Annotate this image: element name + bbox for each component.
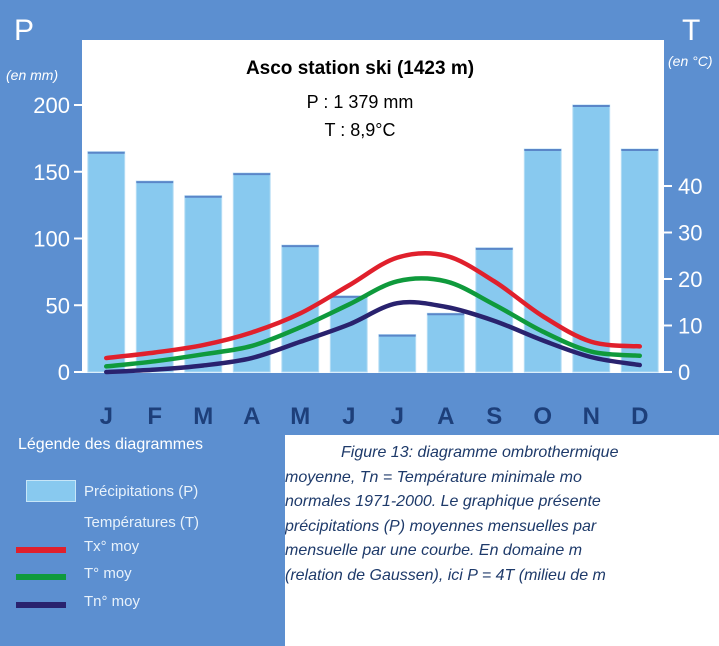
precipitation-bar <box>378 334 417 373</box>
temperature-lines <box>104 251 642 375</box>
precipitation-bar <box>232 172 271 373</box>
left-axis-label: P <box>14 14 34 47</box>
temperature-line-tx-moy <box>104 251 642 361</box>
caption-line: mensuelle par une courbe. En domaine m <box>285 542 583 559</box>
left-axis-unit: (en mm) <box>6 67 58 83</box>
legend-heading: Légende des diagrammes <box>18 436 204 453</box>
legend-tx-label: Tx° moy <box>84 538 140 555</box>
right-tick-label: 20 <box>678 267 702 292</box>
month-label: M <box>193 403 213 430</box>
month-label: O <box>533 403 552 430</box>
month-label: D <box>631 403 648 430</box>
month-label: N <box>583 403 600 430</box>
precipitation-bar <box>620 148 659 373</box>
legend-temps-heading: Températures (T) <box>84 514 200 531</box>
left-tick-label: 100 <box>33 227 70 252</box>
caption-line: moyenne, Tn = Température minimale mo <box>285 468 582 486</box>
right-axis-unit: (en °C) <box>668 53 713 69</box>
caption-line: Figure 13: diagramme ombrothermique <box>341 444 619 461</box>
month-label: J <box>100 403 113 430</box>
precipitation-bar <box>329 295 368 373</box>
month-label: J <box>391 403 404 430</box>
left-tick-label: 150 <box>33 160 70 185</box>
month-label: M <box>290 403 310 430</box>
chart-subtitle-temp: T : 8,9°C <box>325 120 396 140</box>
legend: Légende des diagrammes Précipitations (P… <box>0 428 285 646</box>
right-tick-label: 0 <box>678 360 690 385</box>
plot-area <box>82 40 664 372</box>
chart-subtitle-precip: P : 1 379 mm <box>307 92 414 112</box>
month-label: A <box>243 403 260 430</box>
chart-title: Asco station ski (1423 m) <box>246 58 474 79</box>
month-label: A <box>437 403 454 430</box>
right-axis-label: T <box>682 14 700 47</box>
precipitation-bar <box>135 180 174 373</box>
precipitation-bar <box>426 312 465 373</box>
legend-tn-label: Tn° moy <box>84 593 141 610</box>
caption-line: normales 1971-2000. Le graphique présent… <box>285 493 601 510</box>
legend-t-swatch <box>16 574 66 580</box>
left-tick-label: 0 <box>58 360 70 385</box>
caption-line: (relation de Gaussen), ici P = 4T (milie… <box>285 566 606 584</box>
legend-precip-label: Précipitations (P) <box>84 483 199 500</box>
temperature-line-t-moy <box>104 276 642 369</box>
left-tick-label: 200 <box>33 93 70 118</box>
left-axis-ticks: 0 50 100 150 200 <box>33 93 82 385</box>
legend-t-label: T° moy <box>84 565 132 582</box>
legend-tn-swatch <box>16 602 66 608</box>
right-tick-label: 10 <box>678 314 702 339</box>
right-tick-label: 30 <box>678 221 702 246</box>
month-label: S <box>486 403 502 430</box>
precipitation-bar <box>572 104 611 373</box>
precipitation-bar <box>87 151 126 373</box>
figure-caption: Figure 13: diagramme ombrothermique moye… <box>285 435 719 646</box>
left-tick-label: 50 <box>46 293 70 318</box>
right-axis-ticks: 0 10 20 30 40 <box>664 174 702 385</box>
ombrothermic-chart: P (en mm) T (en °C) Asco station ski (14… <box>6 14 713 430</box>
caption-line: précipitations (P) moyennes mensuelles p… <box>285 517 597 535</box>
month-label: F <box>147 403 162 430</box>
legend-tx-swatch <box>16 547 66 553</box>
month-label: J <box>342 403 355 430</box>
right-tick-label: 40 <box>678 174 702 199</box>
legend-precip-swatch <box>26 480 76 502</box>
temperature-line-tn-moy <box>104 299 642 375</box>
